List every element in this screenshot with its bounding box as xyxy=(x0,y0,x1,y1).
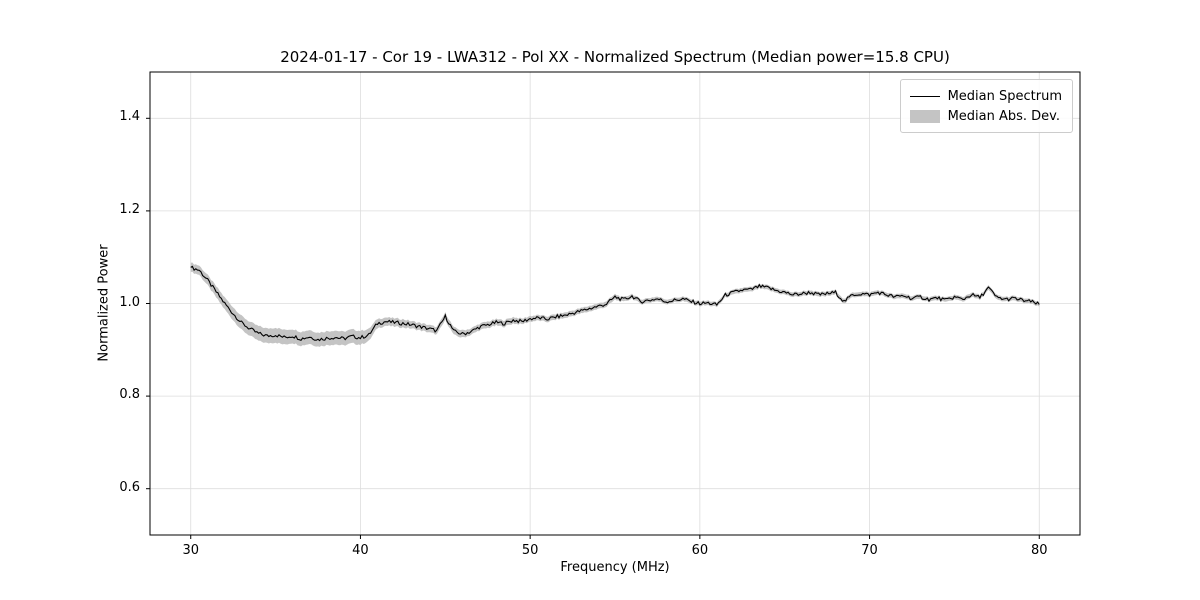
gridlines xyxy=(150,72,1080,535)
x-tick-label: 60 xyxy=(691,543,709,558)
x-tick-label: 70 xyxy=(861,543,878,558)
legend-item-median-spectrum: Median Spectrum xyxy=(909,86,1062,106)
legend: Median Spectrum Median Abs. Dev. xyxy=(899,79,1073,133)
x-tick-label: 40 xyxy=(352,543,369,558)
y-tick-label: 0.8 xyxy=(119,387,140,403)
y-tick-label: 1.2 xyxy=(119,201,140,217)
legend-item-mad: Median Abs. Dev. xyxy=(909,106,1062,126)
y-tick-label: 1.4 xyxy=(119,109,140,125)
y-tick-label: 1.0 xyxy=(119,294,140,310)
x-tick-label: 30 xyxy=(182,543,199,558)
legend-label-median-spectrum: Median Spectrum xyxy=(947,88,1062,104)
mad-band-swatch xyxy=(909,109,940,123)
x-axis-label: Frequency (MHz) xyxy=(560,560,670,575)
y-tick-label: 0.6 xyxy=(119,479,140,495)
mad-band xyxy=(190,262,1040,347)
chart-title: 2024-01-17 - Cor 19 - LWA312 - Pol XX - … xyxy=(280,48,950,66)
median-spectrum-line xyxy=(190,265,1040,342)
legend-label-mad: Median Abs. Dev. xyxy=(947,108,1061,124)
median-spectrum-line-swatch xyxy=(909,95,940,97)
x-tick-label: 50 xyxy=(521,543,539,558)
x-tick-label: 80 xyxy=(1030,543,1048,558)
tick-marks xyxy=(146,117,1040,539)
